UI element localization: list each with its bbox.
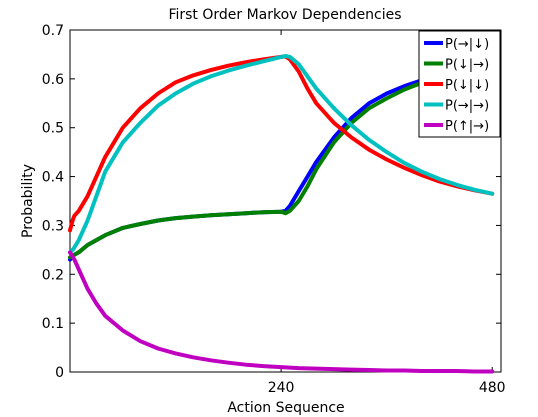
y-tick-label: 0.6 — [42, 72, 64, 88]
legend-label: P(↓|→) — [445, 58, 489, 73]
y-tick-label: 0.5 — [42, 121, 64, 137]
chart-title: First Order Markov Dependencies — [168, 7, 401, 23]
series-line-4 — [68, 53, 495, 255]
y-tick-label: 0.3 — [42, 218, 64, 234]
y-tick-label: 0.2 — [42, 267, 64, 283]
x-tick-label: 480 — [479, 380, 506, 396]
y-tick-label: 0.7 — [42, 23, 64, 39]
legend-label: P(↑|→) — [445, 119, 489, 134]
legend-label: P(↓|↓) — [445, 78, 489, 93]
x-axis-label: Action Sequence — [227, 400, 344, 416]
y-tick-label: 0.1 — [42, 316, 64, 332]
x-tick-label: 240 — [268, 380, 295, 396]
legend-label: P(→|↓) — [445, 37, 489, 52]
y-tick-label: 0 — [55, 365, 64, 381]
series-line-5 — [68, 250, 495, 374]
legend: P(→|↓) P(↓|→) P(↓|↓) P(→|→) P(↑|→) — [418, 30, 501, 138]
series-lines — [68, 53, 495, 374]
y-tick-label: 0.4 — [42, 170, 64, 186]
y-axis-label: Probability — [20, 164, 36, 238]
legend-label: P(→|→) — [445, 99, 489, 114]
series-line-2 — [68, 76, 442, 260]
